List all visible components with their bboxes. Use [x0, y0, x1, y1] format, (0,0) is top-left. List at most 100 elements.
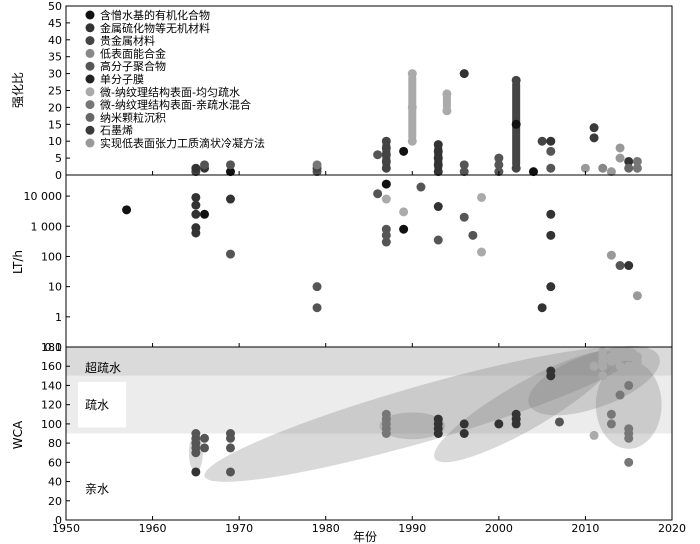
data-point-wca-30: [589, 430, 599, 440]
legend-entry-5: 单分子膜: [100, 73, 144, 86]
data-point-enhancement-43: [598, 163, 608, 173]
data-point-enhancement-20: [433, 160, 443, 170]
data-point-lifetime-10: [312, 303, 322, 313]
data-point-enhancement-10: [381, 163, 391, 173]
y-tick-label-enhancement-1: 5: [55, 152, 62, 165]
data-point-lifetime-17: [399, 224, 409, 234]
x-tick-label-2: 1970: [225, 522, 253, 535]
data-point-enhancement-24: [442, 106, 452, 116]
data-point-enhancement-22: [433, 146, 443, 156]
data-point-lifetime-19: [416, 182, 426, 192]
legend-entry-0: 含憎水基的有机化合物: [100, 8, 210, 22]
data-point-enhancement-25: [442, 89, 452, 99]
y-tick-label-wca-6: 120: [41, 399, 62, 412]
y-tick-label-lifetime-0: 10 000: [24, 190, 63, 203]
trend-ellipse-2: [434, 350, 616, 463]
data-point-lifetime-28: [546, 230, 556, 240]
data-point-enhancement-4: [225, 167, 235, 177]
plot-frame-lifetime: [65, 174, 673, 348]
data-point-lifetime-12: [381, 179, 391, 189]
y-tick-label-lifetime-5: 0.1: [45, 341, 63, 354]
legend-entry-6: 微-纳纹理结构表面-均匀疏水: [100, 85, 240, 99]
data-point-wca-11: [225, 429, 235, 438]
x-tick-label-0: 1950: [52, 522, 80, 535]
y-tick-label-enhancement-9: 45: [48, 17, 62, 30]
data-point-wca-43: [615, 352, 625, 362]
data-point-lifetime-0: [122, 205, 132, 215]
data-point-enhancement-26: [459, 69, 469, 79]
x-tick-label-5: 2000: [485, 522, 513, 535]
legend-marker-1: [85, 23, 95, 33]
data-point-enhancement-35: [528, 167, 538, 177]
data-point-lifetime-20: [433, 202, 443, 212]
y-tick-label-wca-3: 60: [48, 456, 62, 469]
data-point-lifetime-33: [632, 291, 642, 301]
x-tick-label-1: 1960: [139, 522, 167, 535]
data-point-enhancement-15: [399, 146, 409, 156]
trend-ellipse-1: [379, 412, 446, 440]
y-tick-label-enhancement-10: 50: [48, 0, 62, 13]
legend-marker-4: [85, 61, 95, 71]
data-point-lifetime-4: [191, 200, 201, 210]
data-point-wca-44: [624, 457, 634, 467]
y-tick-label-enhancement-3: 15: [48, 118, 62, 131]
y-tick-label-enhancement-7: 35: [48, 51, 62, 64]
data-point-enhancement-47: [624, 156, 634, 166]
legend: 含憎水基的有机化合物金属硫化物等无机材料贵金属材料低表面能合金高分子聚合物单分子…: [85, 8, 265, 150]
y-tick-label-enhancement-6: 30: [48, 68, 62, 81]
data-point-enhancement-23: [433, 140, 443, 150]
data-point-enhancement-32: [511, 119, 521, 129]
data-point-enhancement-40: [580, 163, 590, 173]
data-point-wca-6: [200, 443, 210, 453]
y-tick-label-lifetime-2: 100: [41, 250, 62, 263]
y-tick-label-wca-8: 160: [41, 360, 62, 373]
y-tick-label-enhancement-4: 20: [48, 101, 62, 114]
data-point-lifetime-14: [381, 237, 391, 247]
y-axis-label-wca: WCA: [11, 420, 25, 449]
data-point-lifetime-27: [546, 282, 556, 292]
data-point-lifetime-15: [381, 230, 391, 240]
data-point-wca-47: [624, 424, 634, 434]
plot-frame-wca: [65, 346, 673, 521]
legend-marker-2: [85, 36, 95, 46]
data-point-lifetime-25: [477, 192, 487, 202]
data-point-enhancement-48: [624, 163, 634, 173]
data-point-lifetime-22: [459, 212, 469, 222]
data-point-lifetime-26: [537, 303, 547, 313]
data-point-enhancement-27: [459, 167, 469, 177]
data-point-lifetime-9: [312, 282, 322, 292]
data-point-enhancement-12: [381, 150, 391, 160]
x-tick-label-6: 2010: [571, 522, 599, 535]
data-point-wca-5: [191, 429, 201, 438]
data-point-wca-50: [624, 352, 634, 362]
data-point-lifetime-23: [468, 230, 478, 240]
y-tick-label-lifetime-4: 1: [55, 311, 62, 324]
legend-marker-9: [85, 125, 95, 135]
data-point-lifetime-21: [433, 235, 443, 245]
legend-marker-5: [85, 74, 95, 84]
data-point-lifetime-2: [191, 223, 201, 233]
data-point-enhancement-31: [494, 153, 504, 163]
legend-entry-4: 高分子聚合物: [100, 59, 166, 73]
legend-entry-3: 低表面能合金: [100, 46, 166, 60]
y-tick-label-wca-2: 40: [48, 476, 62, 489]
y-tick-label-lifetime-3: 10: [48, 281, 62, 294]
y-tick-label-wca-9: 180: [41, 341, 62, 354]
data-point-wca-48: [624, 380, 634, 390]
data-point-wca-23: [494, 419, 504, 429]
data-point-enhancement-30: [494, 160, 504, 170]
legend-marker-8: [85, 112, 95, 122]
legend-entry-9: 石墨烯: [100, 124, 133, 137]
data-point-enhancement-45: [615, 153, 625, 163]
y-tick-label-enhancement-0: 0: [55, 169, 62, 182]
y-axis-label-lifetime: LT/h: [11, 250, 25, 274]
zone-label-hydrophilic: 亲水: [85, 482, 109, 496]
data-point-wca-16: [381, 409, 391, 419]
data-point-wca-22: [459, 419, 469, 429]
data-point-wca-36: [598, 347, 608, 357]
data-point-lifetime-29: [546, 209, 556, 219]
legend-entry-7: 微-纳纹理结构表面-亲疏水混合: [100, 98, 251, 112]
data-point-lifetime-8: [225, 249, 235, 259]
data-point-lifetime-6: [200, 209, 210, 219]
